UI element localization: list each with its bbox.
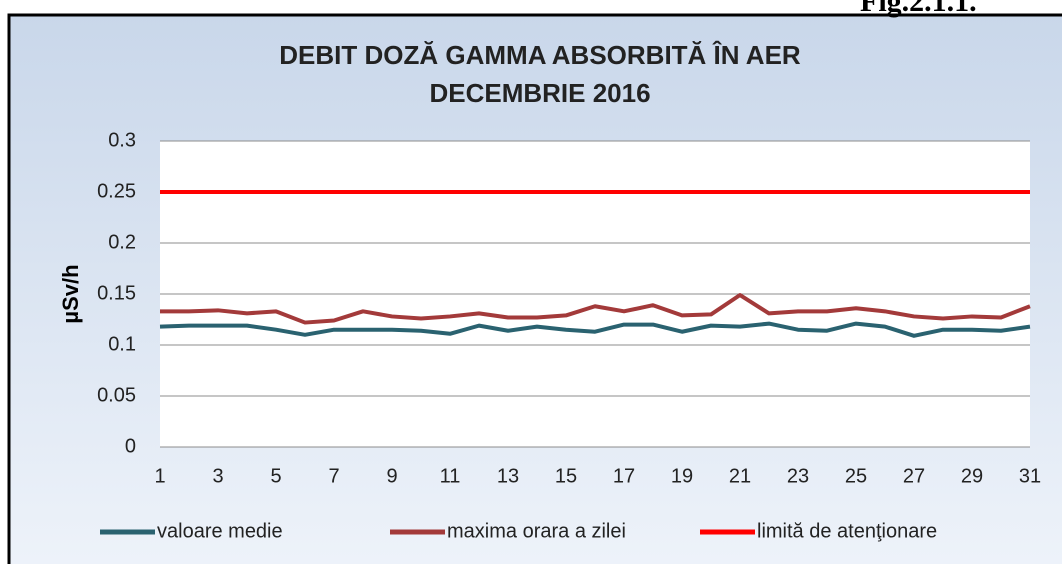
x-tick-label: 9 [386,465,397,487]
y-tick-label: 0.3 [108,129,136,151]
x-tick-label: 5 [270,465,281,487]
x-tick-label: 13 [497,465,519,487]
x-tick-label: 11 [440,465,461,487]
x-tick-label: 21 [729,465,751,487]
x-tick-label: 17 [613,465,635,487]
y-tick-label: 0.05 [97,384,136,406]
chart-title: DEBIT DOZĂ GAMMA ABSORBITĂ ÎN AER [279,40,801,70]
x-tick-label: 31 [1019,465,1041,487]
x-tick-label: 29 [961,465,983,487]
x-tick-label: 23 [787,465,809,487]
x-tick-label: 3 [212,465,223,487]
x-tick-label: 25 [845,465,867,487]
series-line [159,321,1031,338]
legend-label: limită de atenţionare [757,520,937,542]
y-tick-label: 0.25 [97,180,136,202]
legend-label: maxima orara a zilei [447,520,626,542]
y-tick-label: 0.1 [108,333,136,355]
x-tick-label: 1 [154,465,165,487]
y-tick-label: 0.2 [108,231,136,253]
x-tick-label: 27 [903,465,925,487]
legend-label: valoare medie [157,520,283,542]
y-tick-label: 0.15 [97,282,136,304]
y-tick-label: 0 [125,435,136,457]
figure-label: Fig.2.1.1. [860,0,977,18]
x-tick-label: 15 [555,465,577,487]
x-tick-label: 19 [671,465,693,487]
series-line [160,293,1031,325]
x-tick-label: 7 [328,465,339,487]
y-axis-label: µSv/h [58,264,83,323]
chart-title: DECEMBRIE 2016 [429,78,650,108]
